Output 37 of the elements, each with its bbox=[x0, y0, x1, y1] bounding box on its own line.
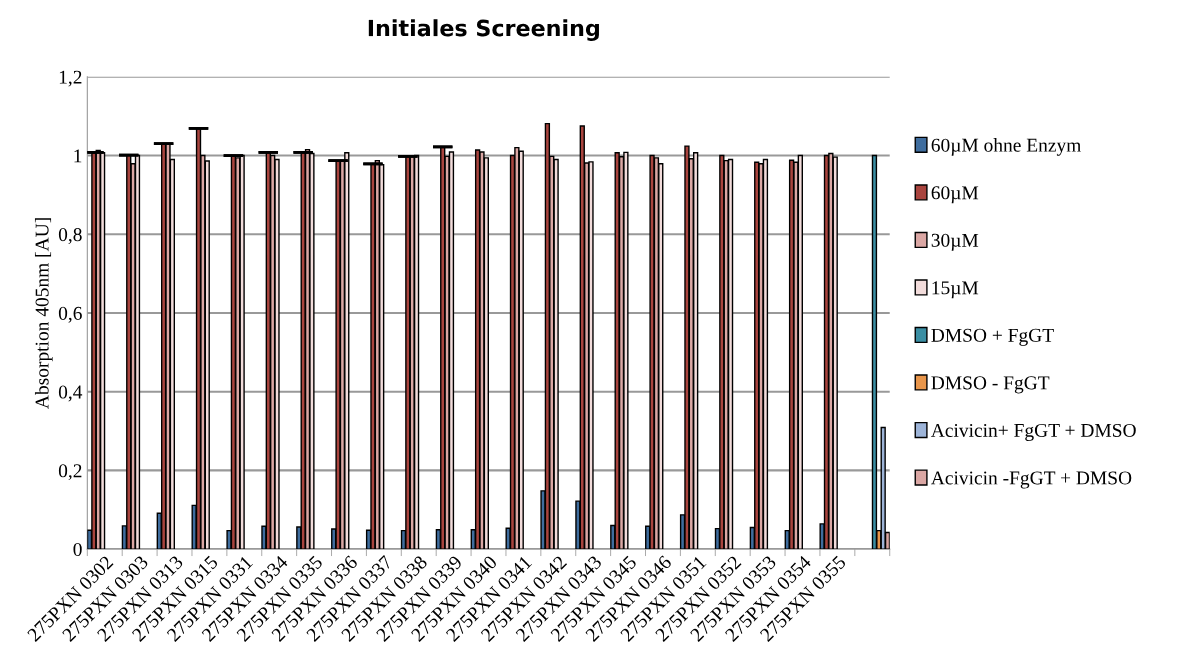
bar bbox=[828, 152, 834, 550]
legend-label: 60µM bbox=[931, 186, 979, 204]
y-tick-label: 0,8 bbox=[58, 228, 82, 244]
bar bbox=[797, 154, 803, 550]
y-tick-label: 0,6 bbox=[58, 306, 82, 323]
bar bbox=[762, 158, 769, 550]
y-tick-label: 0,4 bbox=[58, 385, 83, 402]
y-tick-label: 1,2 bbox=[59, 70, 82, 87]
bar bbox=[479, 151, 485, 550]
bar bbox=[588, 161, 594, 550]
y-axis-title: Absorption 405nm [AU] bbox=[34, 218, 53, 409]
bar bbox=[684, 145, 690, 550]
y-tick-label: 0,2 bbox=[58, 464, 82, 481]
legend-label: 15µM bbox=[932, 281, 979, 299]
legend-label: DMSO + FgGT bbox=[931, 328, 1054, 346]
y-tick-label: 0 bbox=[73, 542, 82, 557]
legend-label: Acivicin -FgGT + DMSO bbox=[930, 471, 1132, 489]
legend-label: 60µM ohne Enzym bbox=[931, 138, 1082, 156]
bar bbox=[274, 158, 280, 550]
bar bbox=[553, 158, 559, 550]
bar bbox=[880, 426, 886, 550]
bar bbox=[871, 154, 878, 550]
bar bbox=[832, 156, 838, 550]
chart-title: Initiales Screening bbox=[368, 19, 599, 41]
legend-label: DMSO - FgGT bbox=[931, 376, 1050, 394]
bar bbox=[727, 158, 734, 550]
bar bbox=[693, 152, 699, 550]
bar bbox=[758, 163, 764, 550]
bar bbox=[514, 146, 520, 550]
y-tick-label: 1 bbox=[74, 149, 82, 163]
bar bbox=[719, 154, 725, 550]
bar bbox=[649, 154, 655, 550]
bar bbox=[448, 151, 455, 550]
legend-label: 30µM bbox=[931, 233, 979, 251]
legend-label: Acivicin+ FgGT + DMSO bbox=[930, 423, 1136, 441]
bar bbox=[623, 151, 629, 550]
bar bbox=[518, 150, 524, 550]
